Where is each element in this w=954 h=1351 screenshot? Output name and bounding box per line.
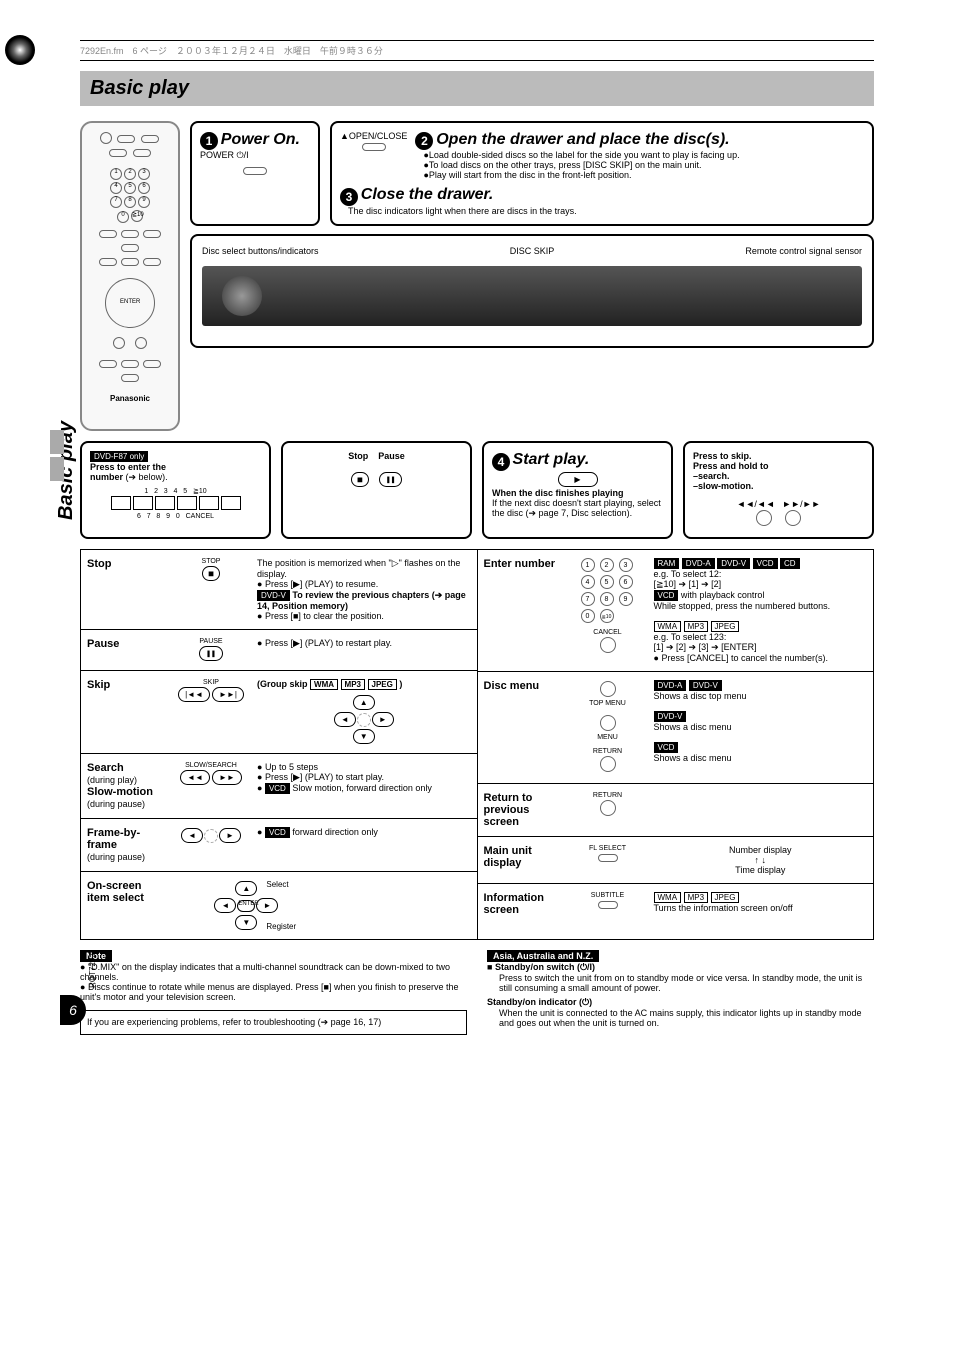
crop-corner bbox=[5, 35, 35, 65]
remote-control-diagram: 123 456 789 0≧10 ENTER Panasonic bbox=[80, 121, 180, 431]
row-skip: Skip SKIP |◄◄►►| (Group skip WMA MP3 JPE… bbox=[81, 671, 477, 754]
page-title: Basic play bbox=[80, 71, 874, 106]
step-2-title: Open the drawer and place the disc(s). bbox=[436, 131, 729, 148]
step-2-bullet-1: ●Load double-sided discs so the label fo… bbox=[423, 150, 864, 160]
row-disc-menu: Disc menu TOP MENU MENU RETURN DVD-A DVD… bbox=[478, 672, 874, 784]
dvd-f87-badge: DVD-F87 only bbox=[90, 451, 148, 462]
remote-sensor-label: Remote control signal sensor bbox=[745, 246, 862, 256]
step-1-title: Power On. bbox=[221, 131, 300, 148]
disc-select-label: Disc select buttons/indicators bbox=[202, 246, 319, 256]
troubleshoot-box: If you are experiencing problems, refer … bbox=[80, 1010, 467, 1035]
step-3-bullet: The disc indicators light when there are… bbox=[348, 206, 864, 216]
step-1-box: 1 Power On. POWER ⏻/I bbox=[190, 121, 320, 226]
step-1-num: 1 bbox=[200, 132, 218, 150]
row-return: Return to previous screen RETURN bbox=[478, 784, 874, 837]
step-2-box: ▲OPEN/CLOSE 2 Open the drawer and place … bbox=[330, 121, 874, 226]
step-3-num: 3 bbox=[340, 188, 358, 206]
step-3-title: Close the drawer. bbox=[361, 186, 494, 203]
step-2-bullet-2: ●To load discs on the other trays, press… bbox=[423, 160, 864, 170]
row-search: Search (during play) Slow-motion (during… bbox=[81, 754, 477, 819]
player-unit-graphic bbox=[202, 266, 862, 326]
open-close-label: ▲OPEN/CLOSE bbox=[340, 131, 407, 141]
step-2-num: 2 bbox=[415, 132, 433, 150]
notes-left: Note ● "D.MIX" on the display indicates … bbox=[80, 950, 467, 1035]
step-4-start-play: 4 Start play. ▶ When the disc finishes p… bbox=[482, 441, 673, 539]
player-diagram: Disc select buttons/indicators DISC SKIP… bbox=[190, 234, 874, 348]
step-4-next-disc: If the next disc doesn't start playing, … bbox=[492, 498, 661, 518]
notes-right: Asia, Australia and N.Z. ■ Standby/on sw… bbox=[487, 950, 874, 1035]
row-main-display: Main unit display FL SELECT Number displ… bbox=[478, 837, 874, 884]
stop-pause-box: Stop Pause ■ ❚❚ bbox=[281, 441, 472, 539]
file-header: 7292En.fm 6 ページ ２００３年１２月２４日 水曜日 午前９時３６分 bbox=[80, 40, 874, 61]
row-enter-number: Enter number 123 456 789 0≧10 CANCEL RAM… bbox=[478, 550, 874, 672]
side-tabs bbox=[50, 430, 64, 484]
step-4-enter-number: DVD-F87 only Press to enter the number (… bbox=[80, 441, 271, 539]
row-pause: Pause PAUSE ❚❚ ● Press [▶] (PLAY) to res… bbox=[81, 630, 477, 671]
skip-search-box: Press to skip. Press and hold to –search… bbox=[683, 441, 874, 539]
step-4-title: Start play. bbox=[513, 451, 590, 468]
step-4-num: 4 bbox=[492, 453, 510, 471]
step-4-finishes: When the disc finishes playing bbox=[492, 488, 624, 498]
rqt-code: RQT7292 bbox=[88, 953, 97, 988]
step-1-sub: POWER ⏻/I bbox=[200, 150, 310, 161]
row-info-screen: Information screen SUBTITLE WMA MP3 JPEG… bbox=[478, 884, 874, 924]
row-onscreen: On-screen item select ▲Select ◄ENTER► ▼R… bbox=[81, 872, 477, 939]
disc-skip-label: DISC SKIP bbox=[510, 246, 555, 256]
row-stop: Stop STOP ■ The position is memorized wh… bbox=[81, 550, 477, 630]
step-2-bullet-3: ●Play will start from the disc in the fr… bbox=[423, 170, 864, 180]
row-frame: Frame-by-frame (during pause) ◄► ● VCD f… bbox=[81, 819, 477, 872]
